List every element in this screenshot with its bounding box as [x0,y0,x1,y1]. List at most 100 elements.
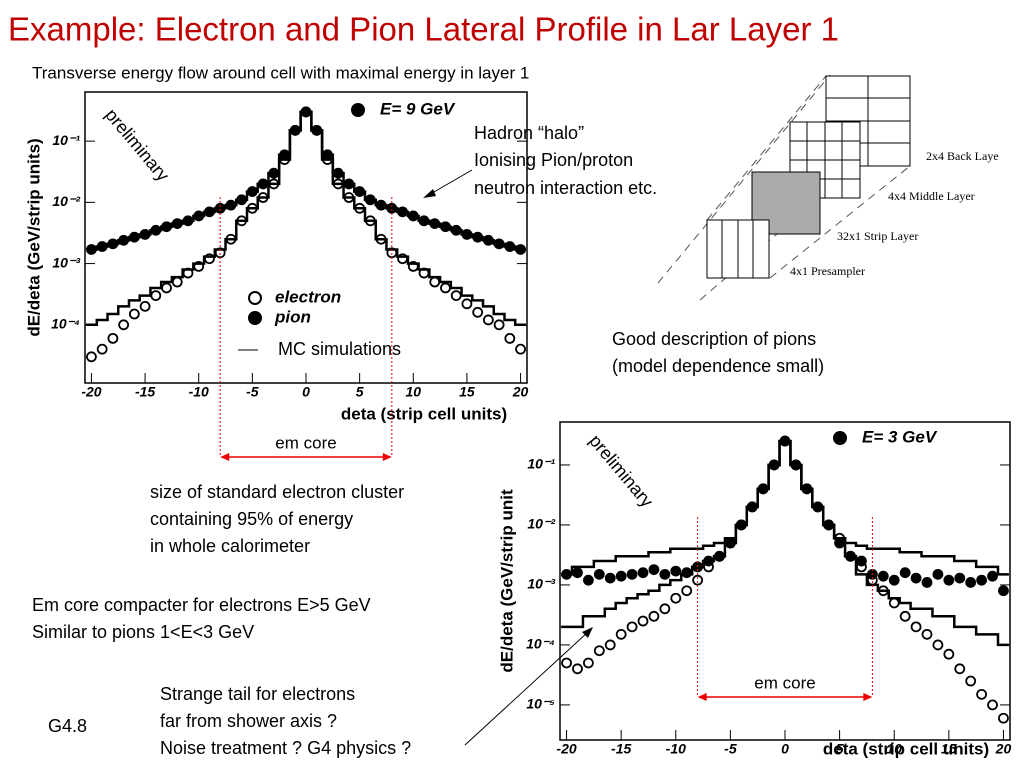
x-tick-label: 10 [405,384,421,400]
data-point [877,570,889,582]
mc-curve [86,110,526,251]
y-axis-label: dE/deta (GeV/strip units) [24,138,43,336]
data-point [670,565,682,577]
y-tick-label: 10⁻³ [52,254,80,270]
data-point [899,567,911,579]
data-point [128,308,140,320]
data-point [976,688,988,700]
x-axis-label: deta (strip cell units) [341,404,507,423]
arrow-head [582,627,593,638]
mc-curve [561,439,1009,576]
data-point [648,564,660,576]
data-point [910,572,922,584]
y-tick-label: 10⁻¹ [52,132,80,148]
y-tick-label: 10⁻² [527,516,555,532]
data-point [493,319,505,331]
arrow [464,631,589,746]
data-point [998,712,1009,724]
x-tick-label: 15 [941,741,957,757]
x-tick-label: 20 [512,384,529,400]
y-tick-label: 10⁻¹ [527,456,555,472]
data-point [461,298,473,310]
data-point [943,648,955,660]
legend-marker [833,431,847,445]
legend-label: MC simulations [278,339,401,359]
data-point [604,572,616,584]
footer: G4.8 [48,716,87,736]
x-tick-label: 20 [995,741,1012,757]
data-point [670,592,682,604]
layer-label: 4x4 Middle Layer [888,189,975,203]
x-tick-label: -20 [81,384,101,400]
chart-title: E= 9 GeV [380,99,456,118]
x-tick-label: -10 [666,741,686,757]
chart: 10⁻⁵ 10⁻⁴ 10⁻³ 10⁻² 10⁻¹ -20 -15 -10 -5 0 5 10 15 20 d… [497,421,1012,758]
data-point [626,568,638,580]
data-point [482,314,494,326]
x-tick-label: 15 [459,384,475,400]
data-point [593,645,605,657]
layer-label: 4x1 Presampler [790,264,865,278]
slide-title: Example: Electron and Pion Lateral Profi… [8,11,839,48]
x-tick-label: -15 [611,741,631,757]
chart: 10⁻⁴ 10⁻³ 10⁻² 10⁻¹ -20 -15 -10 -5 0 5 10 15 20 deta … [24,91,529,461]
legend-label: pion [274,307,311,326]
legend-marker [248,291,262,305]
x-tick-label: 5 [356,384,364,400]
note: (model dependence small) [612,356,824,376]
note: Good description of pions [612,329,816,349]
data-point [888,574,900,586]
note: far from shower axis ? [160,711,337,731]
data-point [899,610,911,622]
data-point [681,567,693,579]
data-point [615,628,627,640]
note: in whole calorimeter [150,536,310,556]
note: size of standard electron cluster [150,482,404,502]
arrow-head [220,453,230,461]
x-tick-label: 0 [302,384,310,400]
data-point [965,675,977,687]
y-tick-label: 10⁻³ [527,576,555,592]
x-tick-label: -15 [135,384,155,400]
x-tick-label: -20 [556,741,576,757]
x-tick-label: 0 [781,741,789,757]
data-point [659,568,671,580]
data-point [954,663,966,675]
data-point [888,597,900,609]
data-point [139,300,151,312]
data-point [150,290,162,301]
arrow [426,169,473,197]
data-point [834,537,846,549]
data-point [582,657,594,669]
data-point [472,306,484,318]
data-point [932,568,944,580]
data-point [593,568,605,580]
data-point [450,290,462,301]
data-point [932,639,944,651]
legend-label: electron [275,287,341,306]
data-point [429,276,441,288]
y-tick-label: 10⁻⁴ [526,636,555,652]
note: Ionising Pion/proton [474,150,633,170]
legend-marker [351,103,365,117]
note: Strange tail for electrons [160,684,355,704]
x-tick-label: -5 [724,741,737,757]
annotation: preliminary [101,105,173,185]
data-point [987,699,998,711]
y-tick-label: 10⁻² [52,193,80,209]
annotation: preliminary [585,431,657,511]
data-point [998,585,1009,597]
data-point [86,351,97,363]
x-tick-label: 5 [836,741,844,757]
data-point [965,577,977,588]
y-tick-label: 10⁻⁵ [526,696,555,712]
data-point [604,639,616,651]
y-axis-label: dE/deta (GeV/strip unit [497,489,516,673]
legend-marker [248,311,262,325]
note: neutron interaction etc. [474,178,657,198]
arrow-head [423,189,436,198]
data-point [910,621,922,633]
data-point [681,585,693,597]
data-point [659,603,671,615]
